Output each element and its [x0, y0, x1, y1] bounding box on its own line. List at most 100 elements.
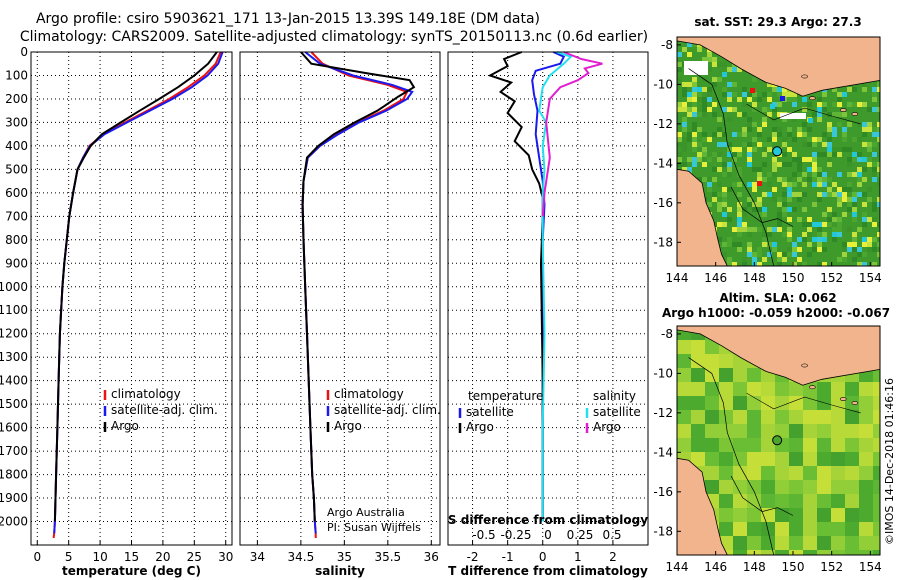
sst-cell	[787, 132, 792, 137]
sst-cell	[732, 227, 737, 232]
sst-cell	[757, 97, 762, 102]
sst-cell	[777, 207, 782, 212]
sst-cell	[872, 152, 877, 157]
sst-cell	[857, 102, 862, 107]
sst-cell	[827, 217, 832, 222]
sst-cell	[757, 252, 762, 257]
sst-cell	[847, 172, 852, 177]
sla-cell	[677, 424, 691, 438]
sla-cell	[747, 480, 761, 494]
sst-cell	[727, 217, 732, 222]
x-tick-label: 36	[424, 550, 439, 564]
sla-cell	[719, 382, 733, 396]
y-tick-label: 800	[5, 233, 28, 247]
sst-cell	[687, 97, 692, 102]
sst-cell	[737, 182, 742, 187]
sst-cell	[682, 92, 687, 97]
sst-cell	[727, 172, 732, 177]
island	[809, 96, 816, 101]
sst-cell	[862, 87, 867, 92]
sst-cell	[732, 67, 737, 72]
sla-cell	[705, 438, 719, 452]
sst-cell	[752, 257, 757, 262]
y-tick-label: 400	[5, 139, 28, 153]
sst-cell	[817, 172, 822, 177]
sst-cell	[727, 237, 732, 242]
sla-cell	[831, 382, 845, 396]
sst-cell	[767, 92, 772, 97]
sst-cell	[737, 192, 742, 197]
sst-cell	[732, 182, 737, 187]
y-tick-label: 0	[20, 45, 28, 59]
sst-cell	[762, 232, 767, 237]
sst-cell	[817, 112, 822, 117]
sst-cell	[847, 242, 852, 247]
sst-cell	[762, 237, 767, 242]
sst-cell	[862, 157, 867, 162]
sla-cell	[677, 438, 691, 452]
sst-cell	[692, 162, 697, 167]
sst-cell	[682, 122, 687, 127]
sst-cell	[812, 237, 817, 242]
sst-cell	[712, 197, 717, 202]
sst-cell	[677, 62, 682, 67]
sst-cell	[772, 242, 777, 247]
sst-cell	[842, 202, 847, 207]
sst-cell	[732, 242, 737, 247]
sst-cell	[792, 92, 797, 97]
sst-cell	[757, 197, 762, 202]
sla-cell	[789, 382, 803, 396]
sst-cell	[847, 182, 852, 187]
sst-cell	[752, 92, 757, 97]
sst-cell	[682, 167, 687, 172]
sst-cell	[797, 197, 802, 202]
sla-cell	[845, 382, 859, 396]
sla-cell	[831, 410, 845, 424]
sla-cell	[747, 424, 761, 438]
x-tick-label: 10	[92, 550, 107, 564]
sla-cell	[719, 452, 733, 466]
sst-cell	[777, 252, 782, 257]
sst-cell	[837, 97, 842, 102]
x-tick-label: 144	[666, 271, 689, 285]
sst-cell	[707, 187, 712, 192]
sst-cell	[867, 187, 872, 192]
sst-cell	[707, 97, 712, 102]
x-tick-label: 146	[704, 271, 727, 285]
sla-cell	[817, 466, 831, 480]
sst-cell	[847, 247, 852, 252]
sst-cell	[777, 202, 782, 207]
sst-cell	[877, 182, 880, 187]
sla-cell	[705, 466, 719, 480]
sst-cell	[832, 227, 837, 232]
sla-cell	[789, 536, 803, 550]
legend-label: Argo	[111, 419, 139, 433]
sst-cell	[877, 197, 880, 202]
sst-cell	[677, 132, 682, 137]
sst-cell	[842, 132, 847, 137]
sst-cell	[847, 122, 852, 127]
sst-cell	[807, 242, 812, 247]
x-tick-label: 2	[609, 550, 617, 564]
sst-cell	[797, 162, 802, 167]
sst-cell	[852, 157, 857, 162]
sst-cell	[707, 107, 712, 112]
sst-cell	[782, 257, 787, 262]
sst-cell	[867, 127, 872, 132]
sla-cell	[747, 508, 761, 522]
sst-cell	[807, 157, 812, 162]
sla-cell	[859, 522, 873, 536]
sst-cell	[827, 222, 832, 227]
sst-cell	[777, 262, 782, 266]
sst-cell	[767, 172, 772, 177]
sst-cell	[757, 212, 762, 217]
legend-label: satellite	[593, 405, 641, 419]
island	[851, 401, 859, 405]
sst-cell	[717, 117, 722, 122]
y-tick-label: -12	[653, 117, 673, 131]
sst-cell	[872, 172, 877, 177]
sst-cell	[867, 147, 872, 152]
sst-cell	[852, 207, 857, 212]
sla-cell	[817, 424, 831, 438]
sst-cell	[742, 207, 747, 212]
